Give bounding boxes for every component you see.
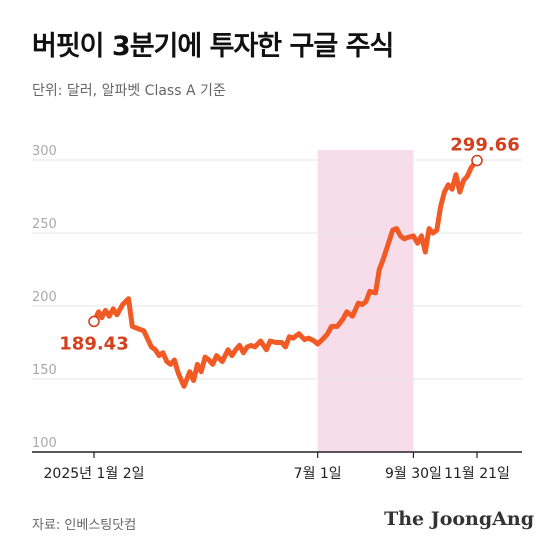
x-tick-label: 2025년 1월 2일 bbox=[44, 466, 145, 482]
y-tick-label: 250 bbox=[32, 217, 57, 232]
start-point bbox=[88, 315, 100, 328]
brand-logo: The JoongAng bbox=[384, 508, 534, 530]
price-line bbox=[91, 158, 480, 389]
x-tick-label: 11월 21일 bbox=[444, 466, 510, 482]
y-tick-label: 300 bbox=[32, 144, 57, 159]
source-note: 자료: 인베스팅닷컴 bbox=[32, 518, 137, 533]
y-tick-label: 150 bbox=[32, 363, 57, 378]
end-value-label: 299.66 bbox=[450, 134, 519, 155]
end-point bbox=[471, 154, 483, 167]
x-tick-label: 9월 30일 bbox=[385, 466, 442, 482]
chart-title: 버핏이 3분기에 투자한 구글 주식 bbox=[32, 31, 394, 62]
start-value-label: 189.43 bbox=[59, 333, 128, 354]
x-tick-label: 7월 1일 bbox=[294, 466, 342, 482]
y-tick-label: 100 bbox=[32, 436, 57, 451]
y-tick-label: 200 bbox=[32, 290, 57, 305]
chart-subtitle: 단위: 달러, 알파벳 Class A 기준 bbox=[32, 83, 226, 99]
